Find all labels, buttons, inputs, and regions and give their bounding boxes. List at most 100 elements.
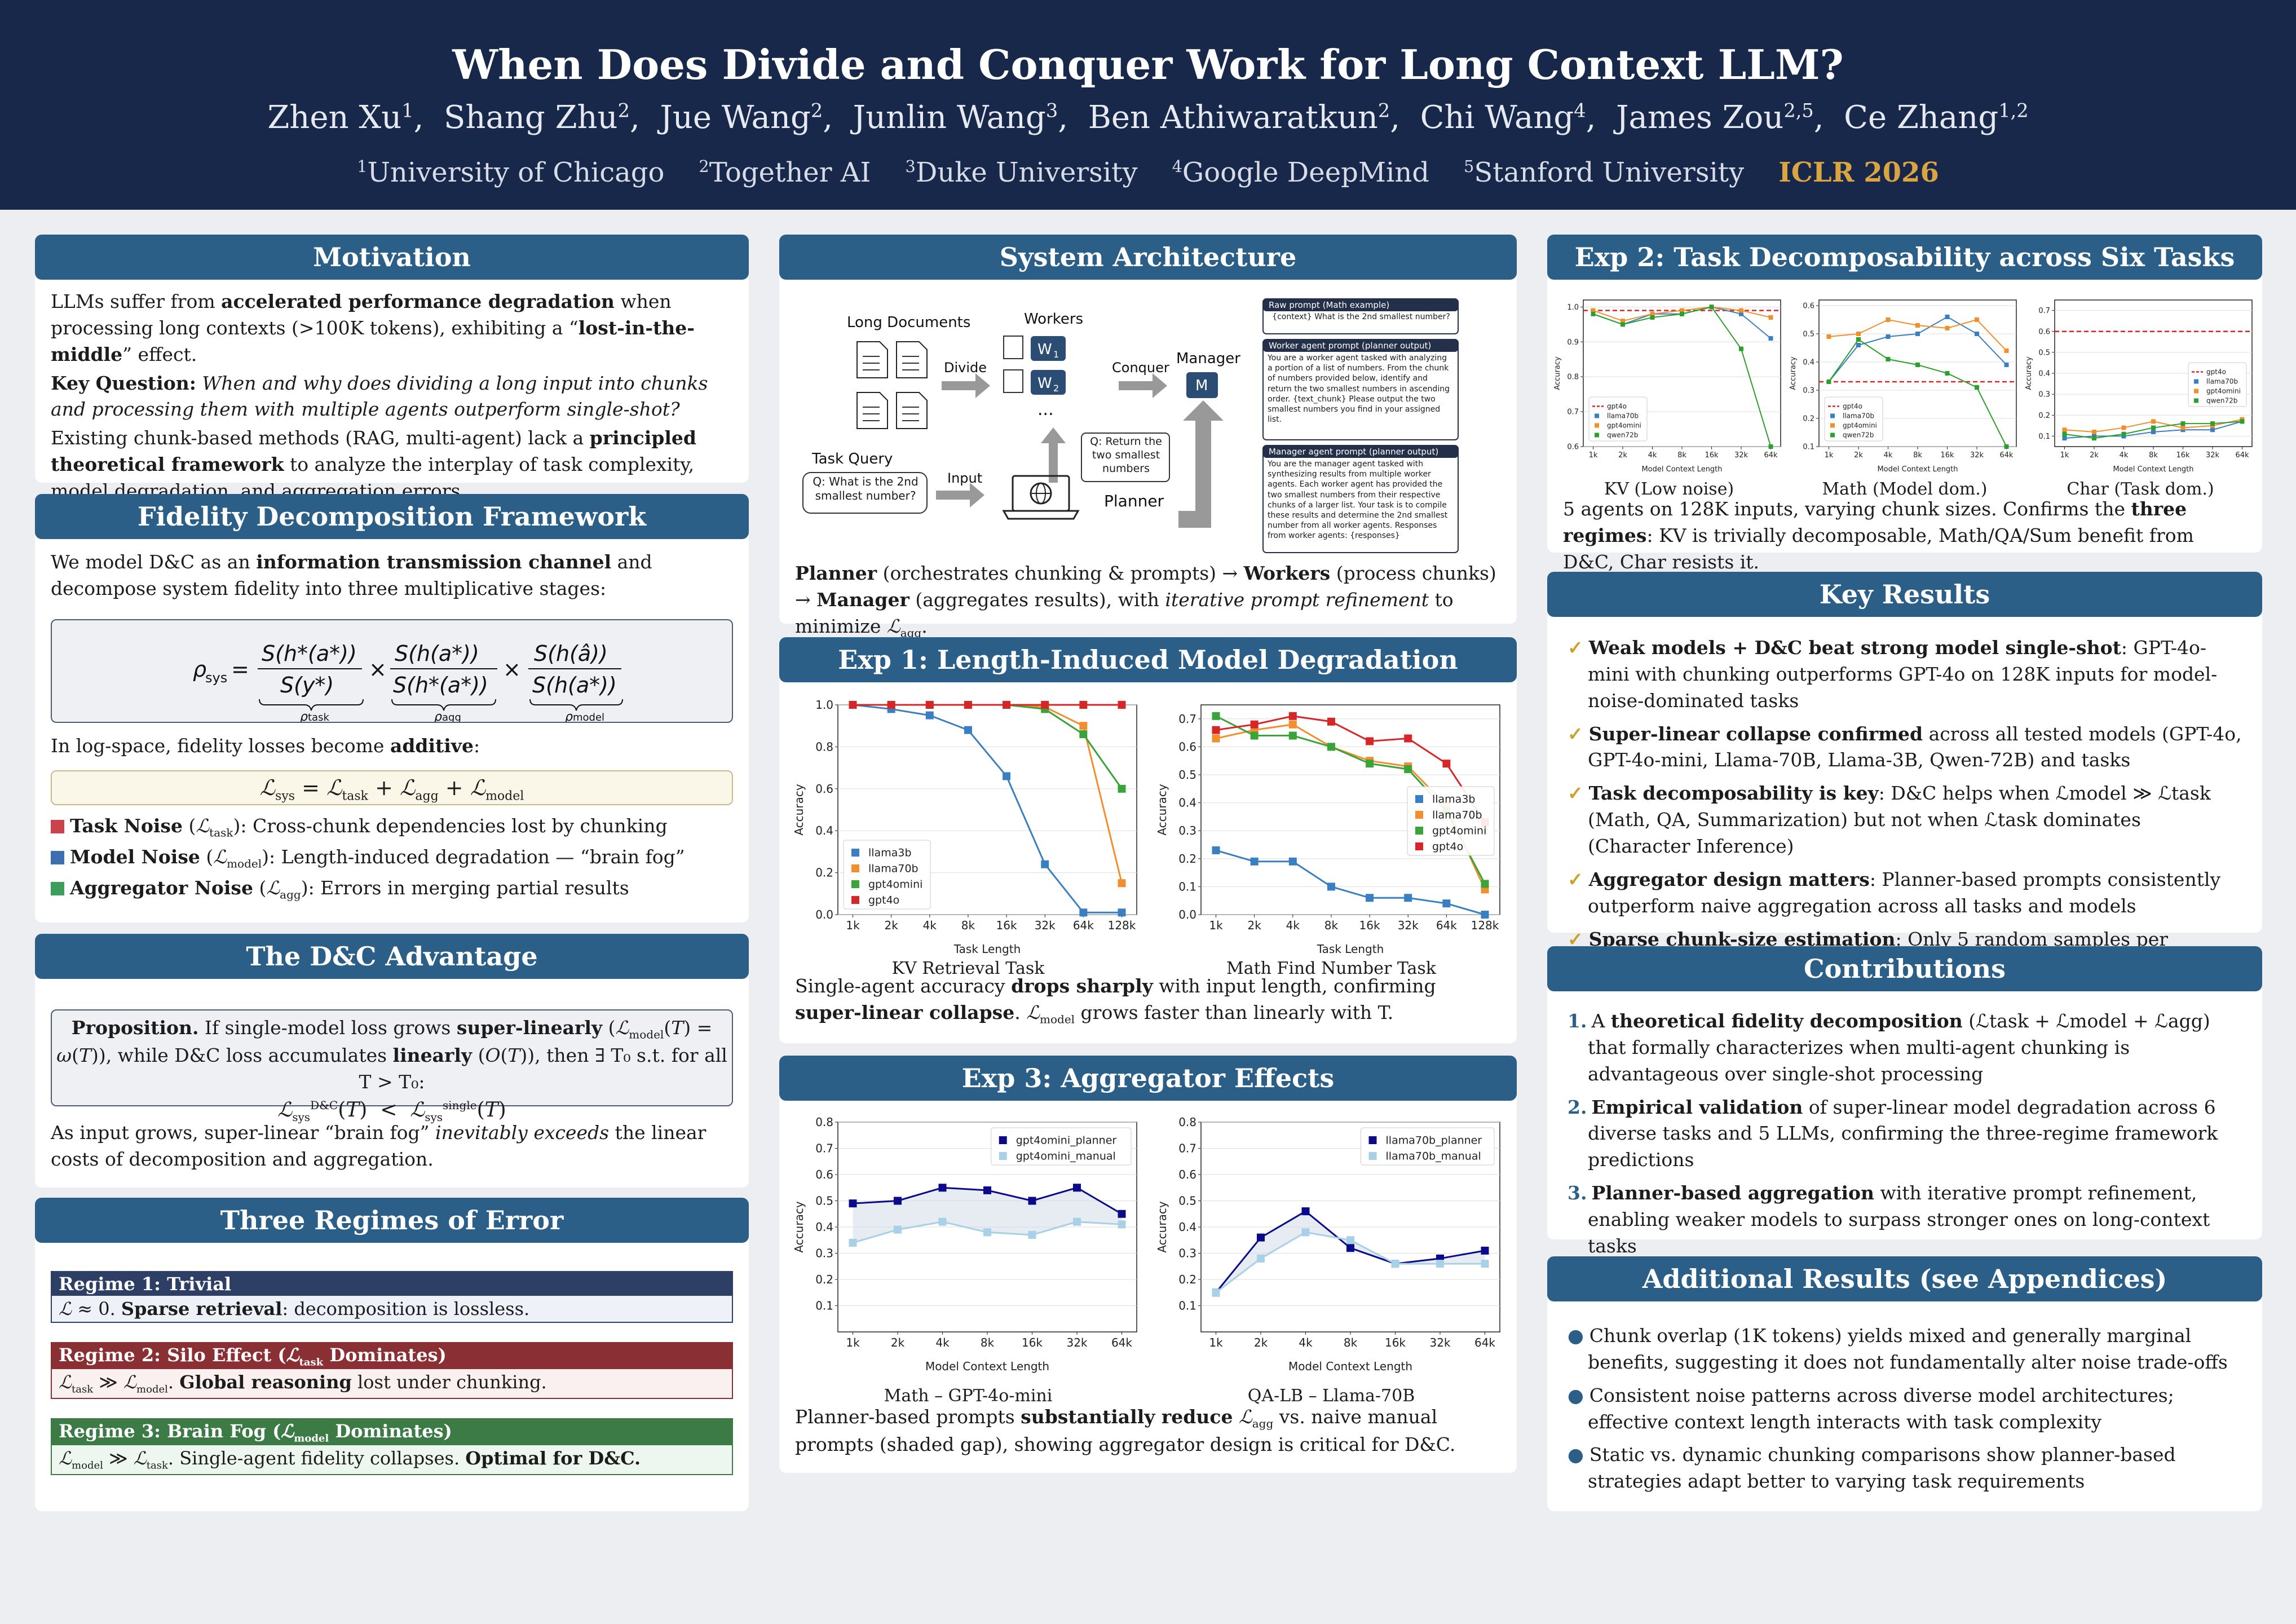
data-point-gpt4omini [1118,784,1126,793]
data-point-qwen72b [1650,315,1655,320]
legend-label: gpt4omini [1607,422,1641,430]
y-tick-label: 0.8 [815,1115,833,1129]
data-point-llama70b [2062,436,2067,441]
data-point-qwen72b [1826,379,1831,384]
data-point-llama3b [1003,772,1011,780]
motivation-text-1: LLMs suffer from accelerated performance… [51,290,695,365]
legend-label: llama70b [1843,412,1874,420]
y-axis-label: Accuracy [792,784,806,835]
data-point-gpt4omini [2092,430,2096,434]
x-tick-label: 4k [1648,451,1657,460]
char-task-caption: Char (Task dom.) [2067,479,2214,499]
x-tick-label: 1k [846,919,860,932]
y-tick-label: 0.0 [1178,908,1196,921]
svg-text:Workers: Workers [1024,311,1083,328]
data-point-llama70b [2004,363,2009,367]
legend-label: gpt4omini_planner [1016,1135,1117,1147]
additional-heading: Additional Results (see Appendices) [1547,1256,2262,1301]
chart-legend: llama3b llama70b gpt4omini gpt4o [843,840,931,910]
author-name: Jue Wang [660,99,811,136]
data-point-gpt4o [849,701,857,709]
data-point-gpt4omini [1621,319,1625,324]
affiliation-name: Duke University [915,157,1138,188]
legend-label: llama3b [1432,793,1476,806]
x-tick-label: 2k [2090,451,2099,460]
data-point-gpt4omini_manual [894,1225,902,1234]
additional-item: ● Static vs. dynamic chunking comparisons… [1568,1444,2176,1493]
author-affiliation-mark: 2 [1377,99,1390,122]
affiliation-number: 4 [1172,157,1182,176]
svg-text:Manager: Manager [1176,350,1240,367]
gap-shading [1216,1211,1485,1293]
data-point-llama70b_manual [1391,1260,1399,1268]
data-point-llama70b_planner [1301,1207,1310,1216]
key-question: Key Question: When and why does dividing… [51,372,708,421]
x-tick-label: 8k [1344,1336,1358,1349]
legend-label: llama70b_planner [1386,1135,1482,1147]
data-point-llama70b_planner [1481,1246,1489,1255]
key-result-item: ✓ Super-linear collapse confirmed across … [1568,722,2242,771]
noise-item: Task Noise (ℒtask): Cross-chunk dependen… [51,813,733,841]
y-tick-label: 0.8 [1178,1115,1196,1129]
y-tick-label: 0.3 [2038,391,2050,399]
x-tick-label: 1k [1209,919,1223,932]
data-point-gpt4omini [1945,326,1950,330]
affiliation-number: 2 [699,157,709,176]
architecture-caption: Planner (orchestrates chunking & prompts… [795,562,1496,640]
legend-label: gpt4omini [1843,422,1877,430]
legend-label: gpt4omini_manual [1016,1150,1116,1163]
legend-label: qwen72b [1607,431,1638,439]
x-tick-label: 1k [1825,451,1834,460]
fidelity-equation: ρ sys = S(h*(a*)) S(y*) × S(h(a*)) S(h*(a*))… [51,619,733,724]
y-tick-label: 0.6 [1567,443,1579,452]
kv-retrieval-chart: 0.0 0.2 0.4 0.6 0.8 1.0 1k 2k 4k 8k 16k 32k 64k 128k T… [792,698,1137,956]
key-result-item: ✓ Aggregator design matters: Planner-base… [1568,868,2221,917]
data-point-qwen72b [2121,431,2126,436]
fidelity-panel: Fidelity Decomposition Framework We mode… [35,494,749,923]
x-tick-label: 32k [1429,1336,1450,1349]
x-tick-label: 2k [891,1336,905,1349]
affiliation-number: 5 [1464,157,1474,176]
data-point-gpt4omini_planner [983,1186,991,1194]
svg-text:Input: Input [947,470,982,486]
kv-low-caption: KV (Low noise) [1604,479,1734,499]
data-point-gpt4o [1212,726,1220,734]
y-tick-label: 0.6 [1178,1168,1196,1181]
data-point-qwen72b [1739,346,1743,351]
math-model-caption: Math (Model dom.) [1822,479,1988,499]
data-point-qwen72b [2180,421,2185,426]
data-point-llama70b [1739,311,1743,316]
svg-text:...: ... [1037,400,1054,420]
svg-text:×: × [503,657,521,682]
legend-label: gpt4omini [868,879,922,891]
data-point-gpt4omini [1768,315,1773,320]
author-affiliation-mark: 2,5 [1783,99,1814,122]
x-tick-label: 128k [1108,919,1136,932]
svg-text:model: model [573,712,604,722]
x-tick-label: 64k [1436,919,1457,932]
exp2-caption: 5 agents on 128K inputs, varying chunk s… [1563,498,2194,573]
qa-llama70b-caption: QA-LB – Llama-70B [1247,1386,1415,1406]
architecture-panel: System Architecture Long Documents Divid… [779,235,1517,639]
svg-text:2: 2 [1053,383,1059,394]
x-tick-label: 4k [935,1336,950,1349]
data-point-llama3b [964,726,972,734]
data-point-llama70b [1856,343,1861,347]
author-affiliation-mark: 4 [1574,99,1586,122]
data-point-llama70b [1768,336,1773,341]
x-axis-label: Model Context Length [1877,465,1958,474]
data-point-qwen72b [1768,444,1773,449]
y-tick-label: 0.7 [1567,408,1579,417]
data-point-llama3b [1250,857,1259,866]
data-point-gpt4o [1041,701,1049,709]
data-point-qwen72b [2062,431,2067,436]
svg-text:Raw prompt (Math example): Raw prompt (Math example) [1269,300,1389,310]
contributions-heading: Contributions [1547,946,2262,991]
data-point-gpt4o [1404,734,1412,743]
x-axis-label: Model Context Length [925,1360,1049,1373]
svg-text:S(h(â)): S(h(â)) [534,641,608,666]
qa-llama70b-chart: 0.1 0.2 0.3 0.4 0.5 0.6 0.7 0.8 1k 2k 4k 8k 16k 32k 64… [1155,1115,1500,1373]
y-tick-label: 0.2 [2038,412,2050,420]
y-tick-label: 0.3 [1178,824,1196,837]
legend-label: gpt4o [1432,841,1463,853]
